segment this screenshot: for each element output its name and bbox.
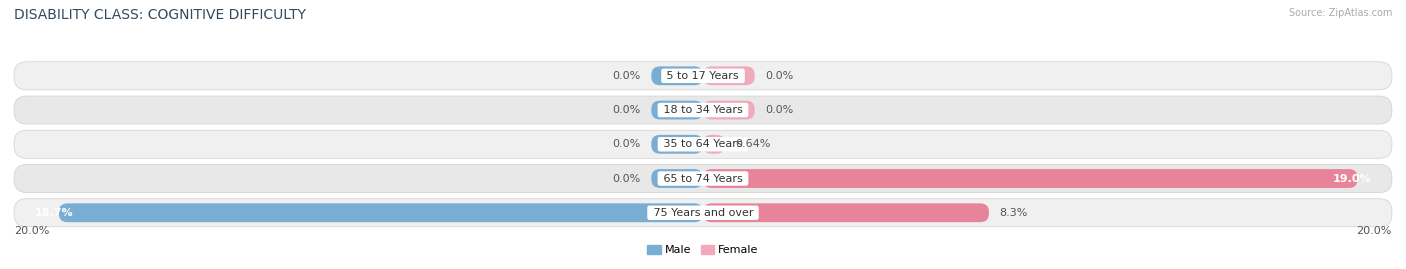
Legend: Male, Female: Male, Female bbox=[643, 240, 763, 259]
FancyBboxPatch shape bbox=[651, 135, 703, 154]
Text: 18.7%: 18.7% bbox=[35, 208, 73, 218]
FancyBboxPatch shape bbox=[703, 203, 988, 222]
Text: 0.0%: 0.0% bbox=[613, 139, 641, 149]
FancyBboxPatch shape bbox=[14, 62, 1392, 90]
FancyBboxPatch shape bbox=[14, 199, 1392, 227]
Text: 8.3%: 8.3% bbox=[1000, 208, 1028, 218]
Text: 0.0%: 0.0% bbox=[613, 105, 641, 115]
Text: 75 Years and over: 75 Years and over bbox=[650, 208, 756, 218]
FancyBboxPatch shape bbox=[703, 135, 725, 154]
Text: 20.0%: 20.0% bbox=[1357, 226, 1392, 236]
FancyBboxPatch shape bbox=[14, 96, 1392, 124]
FancyBboxPatch shape bbox=[651, 101, 703, 119]
FancyBboxPatch shape bbox=[651, 169, 703, 188]
FancyBboxPatch shape bbox=[14, 130, 1392, 158]
Text: DISABILITY CLASS: COGNITIVE DIFFICULTY: DISABILITY CLASS: COGNITIVE DIFFICULTY bbox=[14, 8, 307, 22]
FancyBboxPatch shape bbox=[651, 66, 703, 85]
Text: 0.0%: 0.0% bbox=[613, 71, 641, 81]
Text: 0.64%: 0.64% bbox=[735, 139, 770, 149]
Text: 19.0%: 19.0% bbox=[1333, 174, 1371, 183]
Text: 18 to 34 Years: 18 to 34 Years bbox=[659, 105, 747, 115]
Text: 20.0%: 20.0% bbox=[14, 226, 49, 236]
Text: 0.0%: 0.0% bbox=[765, 105, 793, 115]
Text: 0.0%: 0.0% bbox=[765, 71, 793, 81]
FancyBboxPatch shape bbox=[703, 101, 755, 119]
FancyBboxPatch shape bbox=[59, 203, 703, 222]
FancyBboxPatch shape bbox=[14, 164, 1392, 193]
Text: 0.0%: 0.0% bbox=[613, 174, 641, 183]
Text: Source: ZipAtlas.com: Source: ZipAtlas.com bbox=[1288, 8, 1392, 18]
FancyBboxPatch shape bbox=[703, 66, 755, 85]
FancyBboxPatch shape bbox=[703, 169, 1358, 188]
Text: 5 to 17 Years: 5 to 17 Years bbox=[664, 71, 742, 81]
Text: 35 to 64 Years: 35 to 64 Years bbox=[659, 139, 747, 149]
Text: 65 to 74 Years: 65 to 74 Years bbox=[659, 174, 747, 183]
